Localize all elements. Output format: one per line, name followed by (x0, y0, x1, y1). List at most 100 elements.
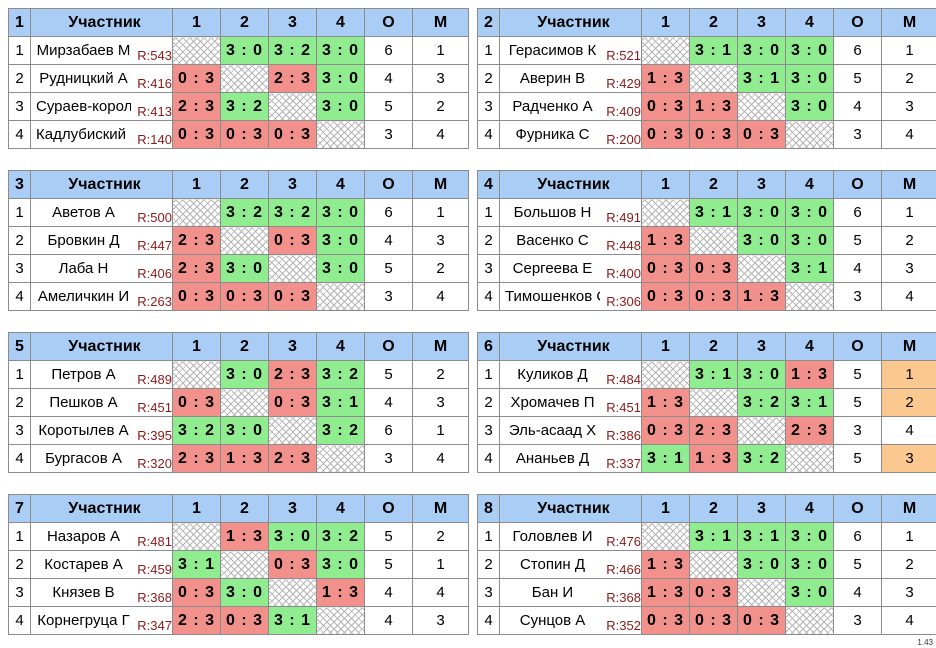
score-loss-cell: 0 : 3 (641, 120, 690, 149)
row-index: 3 (477, 92, 500, 121)
row-index: 3 (8, 416, 31, 445)
opponent-col-header: 1 (641, 170, 690, 199)
header-row: 6 Участник 1 2 3 4 О М (477, 332, 936, 361)
place-cell: 1 (412, 550, 469, 579)
place-cell: 1 (881, 36, 936, 65)
self-match-cell (220, 226, 269, 255)
place-cell: 3 (412, 64, 469, 93)
points-cell: 6 (833, 36, 882, 65)
self-match-cell (737, 578, 786, 607)
version-label: 1.43 (917, 638, 933, 647)
points-cell: 5 (364, 550, 413, 579)
player-name: Васенко С (516, 232, 589, 249)
score-win-cell: 3 : 2 (316, 416, 365, 445)
self-match-cell (689, 64, 738, 93)
points-cell: 5 (364, 92, 413, 121)
place-cell: 1 (412, 36, 469, 65)
player-cell: Кадлубиский С R:140 (30, 120, 173, 149)
score-loss-cell: 1 : 3 (220, 444, 269, 473)
points-cell: 3 (364, 444, 413, 473)
score-loss-cell: 0 : 3 (641, 606, 690, 635)
score-loss-cell: 0 : 3 (172, 64, 221, 93)
score-loss-cell: 1 : 3 (785, 360, 834, 389)
opponent-col-header: 4 (316, 332, 365, 361)
player-rating: R:476 (606, 534, 641, 549)
points-header: О (833, 494, 882, 523)
score-loss-cell: 1 : 3 (737, 282, 786, 311)
player-cell: Тимошенков С R:306 (499, 282, 642, 311)
player-cell: Стопин Д R:466 (499, 550, 642, 579)
score-win-cell: 3 : 2 (268, 198, 317, 227)
player-cell: Сергеева Е R:400 (499, 254, 642, 283)
opponent-col-header: 2 (220, 332, 269, 361)
points-cell: 6 (833, 522, 882, 551)
score-win-cell: 3 : 0 (785, 226, 834, 255)
score-win-cell: 3 : 0 (785, 64, 834, 93)
score-win-cell: 3 : 0 (316, 198, 365, 227)
score-win-cell: 3 : 1 (785, 254, 834, 283)
points-cell: 5 (833, 360, 882, 389)
player-name: Сунцов А (519, 612, 586, 629)
player-rating: R:466 (606, 562, 641, 577)
score-win-cell: 3 : 1 (689, 198, 738, 227)
player-cell: Пешков А R:451 (30, 388, 173, 417)
player-rating: R:368 (137, 590, 172, 605)
place-cell: 3 (881, 578, 936, 607)
score-win-cell: 3 : 0 (316, 64, 365, 93)
opponent-col-header: 3 (268, 332, 317, 361)
player-cell: Герасимов К R:521 (499, 36, 642, 65)
place-header: М (881, 494, 936, 523)
player-cell: Ананьев Д R:337 (499, 444, 642, 473)
row-index: 1 (8, 360, 31, 389)
self-match-cell (220, 388, 269, 417)
score-loss-cell: 0 : 3 (172, 578, 221, 607)
score-win-cell: 3 : 1 (689, 36, 738, 65)
row-index: 2 (477, 226, 500, 255)
self-match-cell (737, 416, 786, 445)
opponent-col-header: 1 (172, 332, 221, 361)
player-rating: R:337 (606, 456, 641, 471)
opponent-col-header: 4 (316, 170, 365, 199)
group-grid: 2 Участник 1 2 3 4 О М 1 Герасимов К R:521 3 : 1 3 :… (477, 8, 936, 149)
score-loss-cell: 2 : 3 (785, 416, 834, 445)
points-cell: 6 (833, 198, 882, 227)
score-loss-cell: 0 : 3 (737, 120, 786, 149)
self-match-cell (220, 64, 269, 93)
score-loss-cell: 2 : 3 (689, 416, 738, 445)
points-header: О (833, 332, 882, 361)
self-match-cell (316, 444, 365, 473)
group-table-2: 2 Участник 1 2 3 4 О М 1 Герасимов К R:521 3 : 1 3 :… (477, 8, 936, 152)
score-win-cell: 3 : 2 (316, 522, 365, 551)
self-match-cell (785, 120, 834, 149)
player-rating: R:406 (137, 266, 172, 281)
opponent-col-header: 3 (268, 170, 317, 199)
score-loss-cell: 0 : 3 (641, 254, 690, 283)
place-cell: 1 (881, 522, 936, 551)
score-win-cell: 3 : 0 (316, 254, 365, 283)
player-name: Сураев-королёв (36, 98, 131, 115)
player-name: Герасимов К (508, 42, 597, 59)
opponent-col-header: 3 (268, 494, 317, 523)
row-index: 3 (8, 578, 31, 607)
player-rating: R:459 (137, 562, 172, 577)
participant-header: Участник (499, 8, 642, 37)
self-match-cell (689, 388, 738, 417)
header-row: 2 Участник 1 2 3 4 О М (477, 8, 936, 37)
opponent-col-header: 1 (641, 494, 690, 523)
points-cell: 4 (833, 578, 882, 607)
score-win-cell: 3 : 0 (785, 578, 834, 607)
player-cell: Бан И R:368 (499, 578, 642, 607)
row-index: 4 (8, 120, 31, 149)
header-row: 5 Участник 1 2 3 4 О М (8, 332, 469, 361)
player-cell: Аверин В R:429 (499, 64, 642, 93)
row-index: 3 (8, 92, 31, 121)
